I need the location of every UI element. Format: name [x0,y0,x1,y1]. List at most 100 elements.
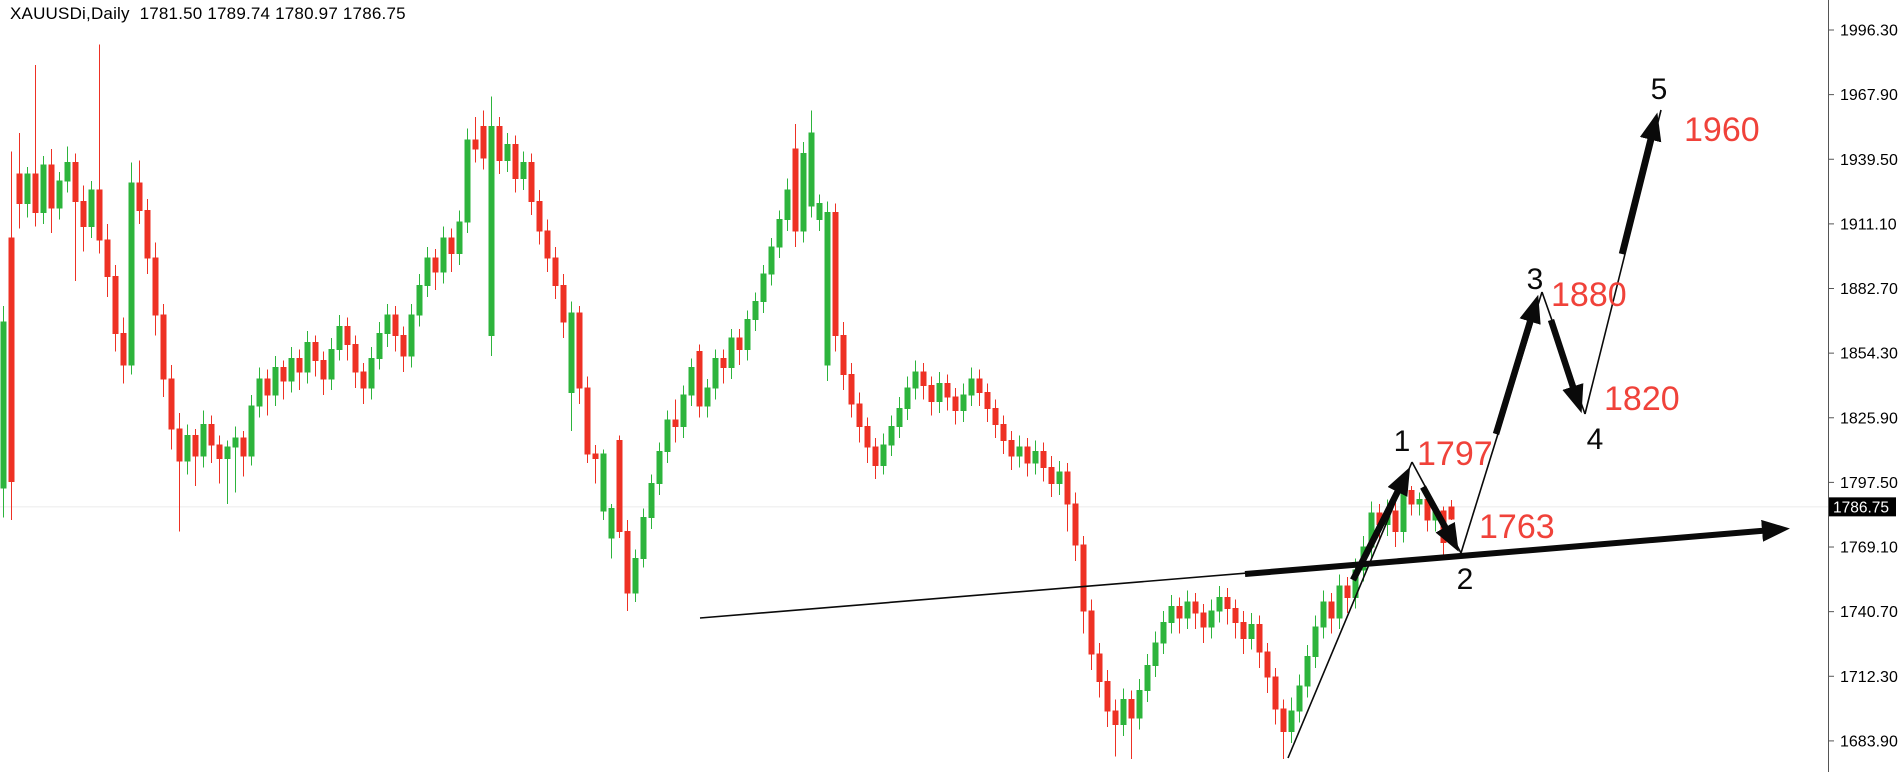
candle-body [736,337,743,350]
candle-body [1232,608,1239,623]
chart-symbol-title: XAUUSDi,Daily 1781.50 1789.74 1780.97 17… [10,4,406,23]
candle-body [1328,601,1335,619]
candle-body [280,366,287,382]
y-axis-tick-label: 1712.30 [1840,669,1898,686]
candle-body [368,357,375,389]
candle-body [1248,624,1255,639]
wave-line-0-1[interactable] [1287,461,1413,759]
candle-body [768,246,775,275]
candle-body [880,444,887,466]
candle-body [424,257,431,287]
support-trendline-thick[interactable] [1244,519,1790,577]
candle-body [1008,439,1015,457]
candle-body [400,335,407,357]
candle-body [8,237,15,482]
candle-body [408,314,415,357]
candle-body [160,314,167,380]
candle-body [1320,601,1327,628]
wave-arrow-3[interactable] [1492,294,1541,435]
wave-arrow-2[interactable] [1420,485,1459,552]
candle-body [864,426,871,448]
candle-body [1144,665,1151,692]
candle-body [360,371,367,389]
candle-body [200,423,207,457]
candle-body [1336,585,1343,619]
candle-body [640,517,647,560]
candle-body [1120,699,1127,726]
wave-label-5: 5 [1651,73,1668,106]
y-axis-tick-label: 1769.10 [1840,540,1898,557]
candle-body [136,182,143,211]
candle-body [120,332,127,366]
candle-body [688,366,695,396]
candle-body [784,189,791,221]
candle-body [960,394,967,412]
candle-body [328,348,335,380]
wave-label-3: 3 [1527,263,1544,296]
wave-arrow-1[interactable] [1350,466,1411,582]
candle-body [440,237,447,273]
price-target-label-1763: 1763 [1479,508,1555,546]
candle-body [504,143,511,161]
candle-body [1392,510,1399,532]
candle-body [680,394,687,428]
candle-body [480,125,487,159]
candle-body [760,273,767,302]
candle-body [1088,610,1095,655]
wave-label-1: 1 [1394,425,1411,458]
candle-body [1040,451,1047,469]
current-price-box-label: 1786.75 [1833,499,1889,516]
candle-body [152,257,159,316]
candle-body [72,162,79,202]
candle-body [1280,708,1287,733]
candle-body [304,341,311,373]
candle-body [96,189,103,241]
candle-body [648,483,655,519]
candle-body [24,173,31,205]
candle-body [352,344,359,373]
candle-body [752,300,759,321]
candle-body [792,148,799,232]
candle-body [976,378,983,394]
y-axis-tick-label: 1825.90 [1840,410,1898,427]
candle-body [552,257,559,287]
candle-body [384,314,391,334]
y-axis-tick-label: 1967.90 [1840,87,1898,104]
candle-body [1224,596,1231,610]
candle-body [928,385,935,403]
candle-body [256,378,263,407]
candle-body [16,173,23,205]
wave-arrow-5[interactable] [1618,112,1662,255]
candle-body [1288,710,1295,733]
candle-body [952,396,959,412]
candle-body [1160,621,1167,644]
wave-arrow-4[interactable] [1547,318,1584,414]
candle-body [904,387,911,409]
candle-body [1136,690,1143,719]
candle-body [448,237,455,255]
candle-body [592,453,599,459]
candle-body [672,419,679,428]
candle-body [920,371,927,387]
wave-label-4: 4 [1587,423,1604,456]
candle-body [1128,699,1135,719]
candle-body [624,530,631,594]
candle-body [1312,626,1319,657]
candle-body [104,239,111,277]
current-price-box [1829,497,1896,517]
candle-body [312,341,319,362]
candle-body [984,392,991,409]
candle-body [1416,498,1423,505]
candle-body [48,164,55,209]
candlestick-layer [0,44,1455,759]
candle-body [1176,605,1183,619]
candle-body [1024,446,1031,464]
candle-body [392,314,399,337]
y-axis: 1996.30 1967.90 1939.50 1911.10 1882.70 1854.… [1828,0,1898,772]
candle-body [272,366,279,396]
candle-body [568,312,575,394]
candle-body [0,321,7,489]
candle-body [80,200,87,227]
